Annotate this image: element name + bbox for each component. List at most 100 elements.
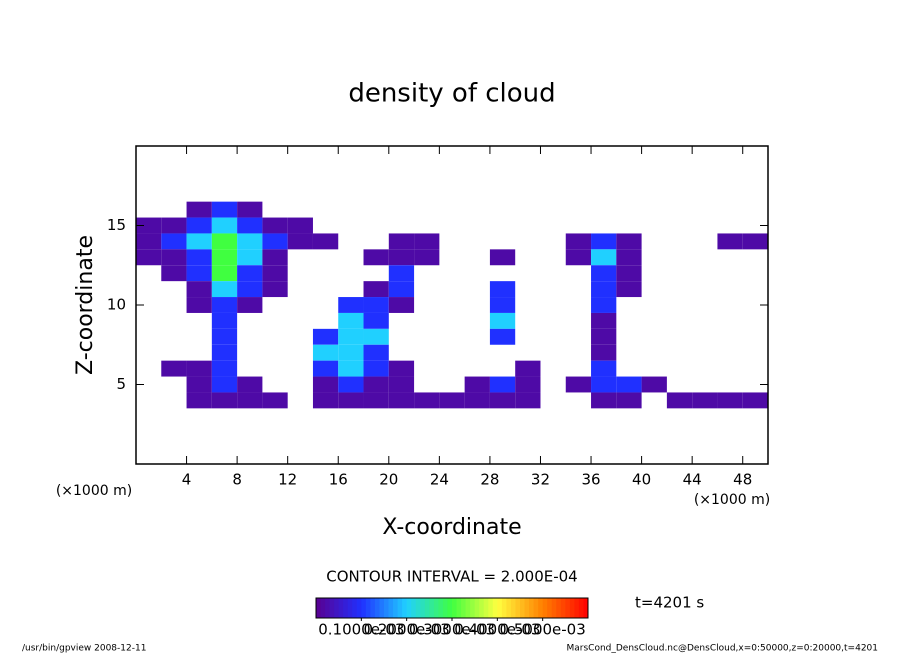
cell xyxy=(388,360,415,377)
cell xyxy=(489,297,516,313)
cell xyxy=(338,297,364,313)
colorbar-stripe xyxy=(388,598,394,618)
cell xyxy=(363,376,389,393)
colorbar-stripe xyxy=(320,598,326,618)
cell xyxy=(186,217,212,234)
colorbar-stripe xyxy=(578,598,584,618)
cell xyxy=(186,201,212,218)
cell xyxy=(489,392,516,409)
cell xyxy=(211,201,238,218)
cell xyxy=(591,392,617,409)
colorbar-stripe xyxy=(510,598,516,618)
cell xyxy=(161,233,187,250)
colorbar-stripe xyxy=(370,598,376,618)
cell xyxy=(388,297,415,313)
colorbar-stripe xyxy=(560,598,566,618)
cell xyxy=(363,249,389,266)
cell xyxy=(237,376,263,393)
cell xyxy=(616,249,642,266)
x-tick-label: 4 xyxy=(182,471,192,489)
colorbar-stripe xyxy=(488,598,494,618)
colorbar-stripe xyxy=(325,598,331,618)
cell xyxy=(211,233,238,250)
cell xyxy=(186,360,212,377)
cell xyxy=(186,281,212,298)
cell xyxy=(489,312,516,329)
cell xyxy=(388,233,415,250)
cell xyxy=(515,376,541,393)
y-unit: (×1000 m) xyxy=(56,483,132,499)
cell xyxy=(489,328,516,345)
cell xyxy=(237,297,263,313)
x-tick-label: 16 xyxy=(329,471,348,489)
colorbar-stripe xyxy=(470,598,476,618)
cell xyxy=(237,217,263,234)
cell xyxy=(666,392,693,409)
colorbar-stripe xyxy=(343,598,349,618)
cell xyxy=(591,281,617,298)
cell xyxy=(616,281,642,298)
colorbar-stripe xyxy=(533,598,539,618)
time-label: t=4201 s xyxy=(635,594,704,612)
x-axis-label: X-coordinate xyxy=(382,515,521,540)
colorbar-stripe xyxy=(461,598,467,618)
colorbar-stripe xyxy=(393,598,399,618)
cell xyxy=(388,249,415,266)
cell xyxy=(363,281,389,298)
colorbar-stripe xyxy=(497,598,503,618)
cell xyxy=(591,376,617,393)
cell xyxy=(616,376,642,393)
cell xyxy=(414,392,440,409)
cell xyxy=(312,233,339,250)
cell xyxy=(287,217,313,234)
chart-title: density of cloud xyxy=(348,79,555,109)
cell xyxy=(338,312,364,329)
colorbar-stripe xyxy=(433,598,439,618)
y-tick-label: 15 xyxy=(107,216,126,234)
colorbar-stripe xyxy=(329,598,335,618)
colorbar-stripe xyxy=(551,598,557,618)
colorbar-stripe xyxy=(583,598,589,618)
colorbar-stripe xyxy=(556,598,562,618)
cell xyxy=(186,297,212,313)
cell xyxy=(591,360,617,377)
cell xyxy=(161,249,187,266)
cell xyxy=(211,392,238,409)
colorbar-stripe xyxy=(334,598,340,618)
cell xyxy=(211,281,238,298)
x-unit: (×1000 m) xyxy=(694,492,770,508)
cell xyxy=(363,392,389,409)
contour-note: CONTOUR INTERVAL = 2.000E-04 xyxy=(326,568,577,586)
cell xyxy=(515,360,541,377)
colorbar-stripe xyxy=(447,598,453,618)
cell xyxy=(591,265,617,282)
colorbar-stripe xyxy=(415,598,421,618)
colorbar-label: 0.1000e-03 xyxy=(318,621,404,639)
cell xyxy=(186,265,212,282)
x-tick-label: 40 xyxy=(632,471,651,489)
cell xyxy=(136,249,162,266)
cell xyxy=(136,217,162,234)
cell xyxy=(338,392,364,409)
cell xyxy=(262,265,288,282)
colorbar-stripe xyxy=(542,598,548,618)
y-axis-label: Z-coordinate xyxy=(73,235,98,375)
x-tick-label: 36 xyxy=(581,471,600,489)
colorbar-stripe xyxy=(338,598,344,618)
cell xyxy=(591,249,617,266)
cell xyxy=(616,392,642,409)
cell xyxy=(211,312,238,329)
cell xyxy=(237,392,263,409)
cell xyxy=(338,376,364,393)
colorbar-stripe xyxy=(352,598,358,618)
cell xyxy=(363,360,389,377)
x-tick-label: 28 xyxy=(480,471,499,489)
colorbar-stripe xyxy=(492,598,498,618)
cell xyxy=(186,392,212,409)
cell xyxy=(186,249,212,266)
cell xyxy=(717,233,743,250)
y-tick-label: 10 xyxy=(107,296,126,314)
colorbar-stripe xyxy=(420,598,426,618)
colorbar-label: 0.3000e-03 xyxy=(409,621,495,639)
cell xyxy=(312,392,339,409)
